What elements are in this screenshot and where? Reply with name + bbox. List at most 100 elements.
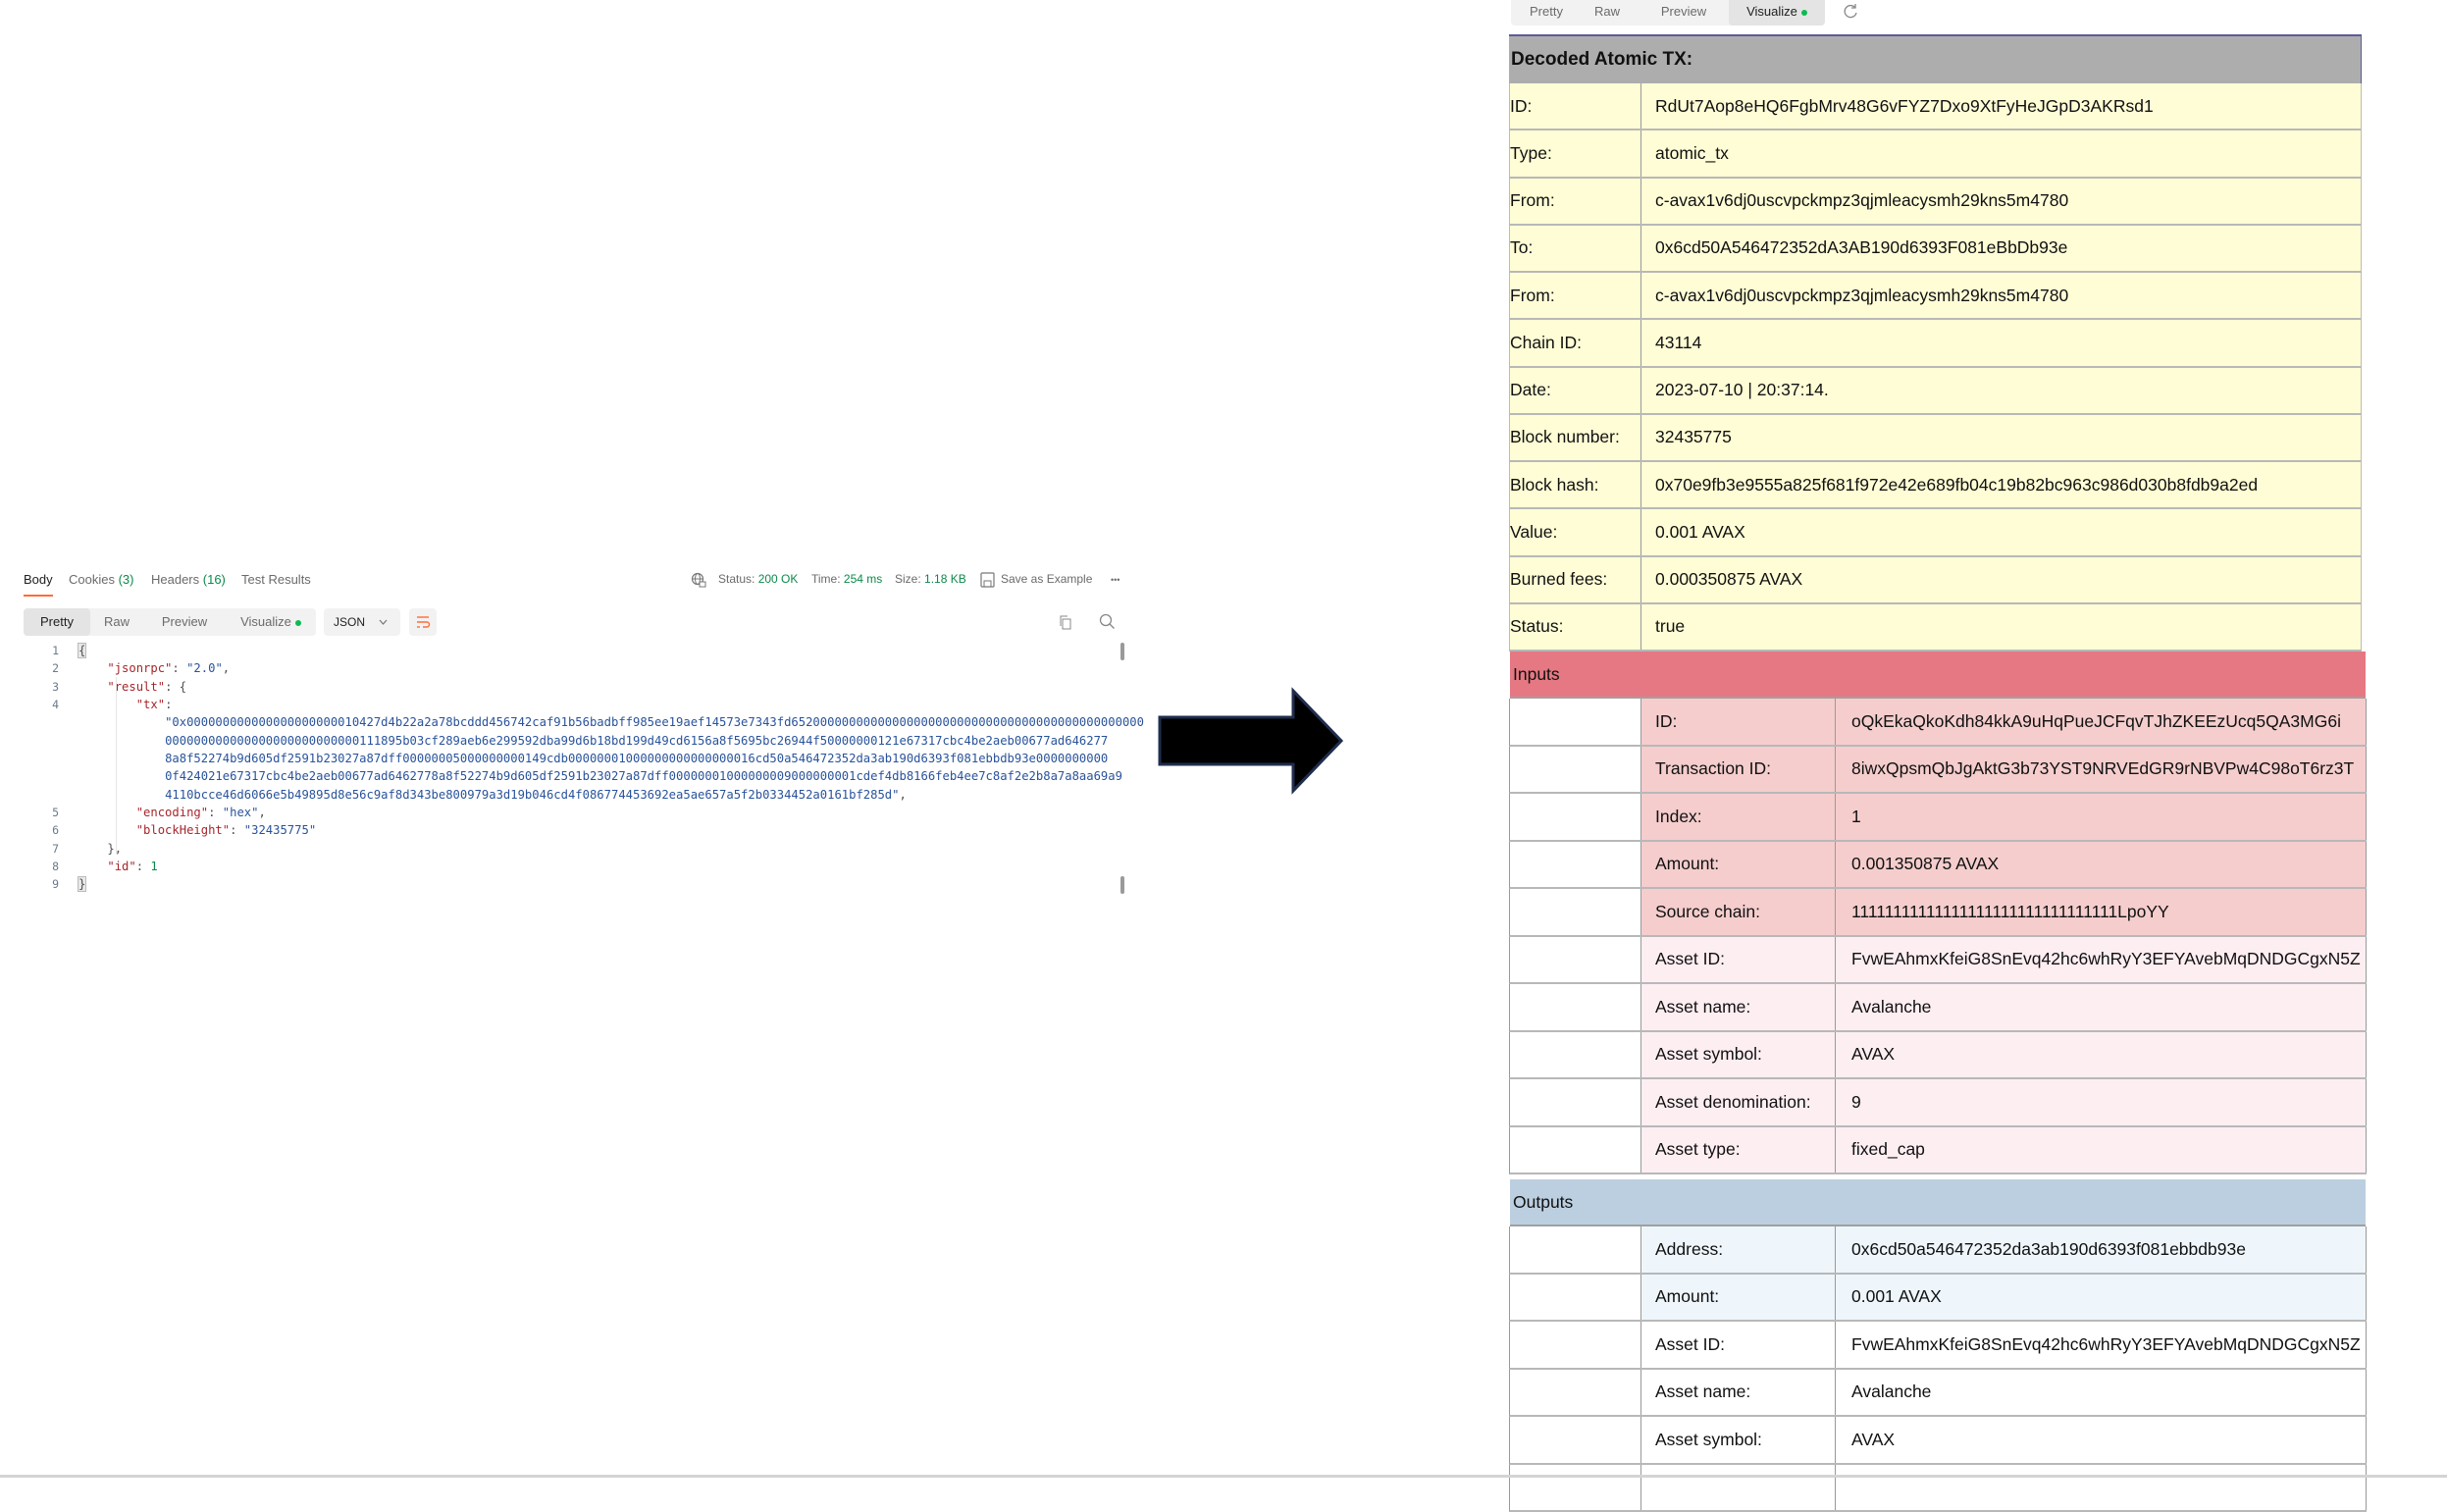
decoded-tx-table: Decoded Atomic TX: ID:RdUt7Aop8eHQ6FgbMr… xyxy=(1509,34,2362,83)
row-value-text: 8iwxQpsmQbJgAktG3b73YST9NRVEdGR9rNBVPw4C… xyxy=(1836,758,2354,779)
tab-raw[interactable]: Raw xyxy=(94,608,139,636)
code-token: , xyxy=(223,661,230,675)
inputs-row: ID:oQkEkaQkoKdh84kkA9uHqPueJCFqvTJhZKEEz… xyxy=(1509,699,2367,747)
tab-preview[interactable]: Preview xyxy=(1644,0,1723,26)
tab-cookies[interactable]: Cookies (3) xyxy=(69,572,133,587)
arrow-right-icon xyxy=(1158,687,1344,795)
indent-cell xyxy=(1510,1032,1641,1078)
info-row: Chain ID:43114 xyxy=(1509,320,2362,367)
row-value: c-avax1v6dj0uscvpckmpz3qjmleacysmh29kns5… xyxy=(1641,179,2361,224)
code-text: { xyxy=(78,642,85,659)
code-token: : { xyxy=(165,680,186,694)
indent-cell xyxy=(1510,1322,1641,1368)
row-value: Avalanche xyxy=(1836,984,2367,1030)
code-token: "hex" xyxy=(223,806,259,819)
indent-cell xyxy=(1510,1079,1641,1125)
code-token xyxy=(78,734,165,748)
code-token: 4110bcce46d6066e5b49895d8e56c9af8d343be8… xyxy=(165,788,899,802)
code-token: 8a8f52274b9d605df2591b23027a87dff0000000… xyxy=(165,752,1108,765)
panel-divider xyxy=(0,1475,2447,1478)
search-icon[interactable] xyxy=(1099,613,1116,630)
row-value-text: 0.001350875 AVAX xyxy=(1836,854,1999,874)
code-token xyxy=(78,698,136,711)
scrollbar-thumb[interactable] xyxy=(1120,643,1124,660)
row-label: Asset denomination: xyxy=(1641,1079,1836,1125)
code-text: "blockHeight": "32435775" xyxy=(78,821,316,839)
inputs-row: Index:1 xyxy=(1509,794,2367,842)
row-value: oQkEkaQkoKdh84kkA9uHqPueJCFqvTJhZKEEzUcq… xyxy=(1836,699,2367,745)
code-token: "32435775" xyxy=(244,823,316,837)
row-value-text: AVAX xyxy=(1836,1430,1895,1450)
line-number: 6 xyxy=(29,821,59,839)
row-value-text: Avalanche xyxy=(1836,1382,1931,1402)
format-select[interactable]: JSON xyxy=(324,608,400,636)
row-value: 1 xyxy=(1836,794,2367,840)
row-value-text: 1 xyxy=(1836,807,1861,827)
row-value: c-avax1v6dj0uscvpckmpz3qjmleacysmh29kns5… xyxy=(1641,273,2361,318)
code-text: "encoding": "hex", xyxy=(78,804,266,821)
tab-visualize[interactable]: Visualize xyxy=(1729,0,1825,26)
inputs-row: Amount: 0.001350875 AVAX xyxy=(1509,842,2367,890)
row-value: FvwEAhmxKfeiG8SnEvq42hc6whRyY3EFYAvebMqD… xyxy=(1836,937,2367,983)
tab-pretty[interactable]: Pretty xyxy=(1519,0,1574,26)
row-label: Asset name: xyxy=(1641,984,1836,1030)
row-value-text: 43114 xyxy=(1641,333,1701,353)
indent-cell xyxy=(1510,1465,1641,1511)
row-label: Burned fees: xyxy=(1510,557,1641,602)
inputs-header: Inputs xyxy=(1510,652,2366,699)
indent-cell xyxy=(1510,1275,1641,1321)
code-text: "0x000000000000000000000010427d4b22a2a78… xyxy=(78,713,1144,731)
row-label-text: Amount: xyxy=(1641,854,1719,874)
code-token: : xyxy=(165,698,172,711)
tab-preview[interactable]: Preview xyxy=(147,608,222,636)
row-value: AVAX xyxy=(1836,1417,2367,1463)
wrap-lines-button[interactable] xyxy=(409,608,437,636)
tab-test-results[interactable]: Test Results xyxy=(241,572,311,587)
active-dot xyxy=(1801,10,1807,16)
row-value: 32435775 xyxy=(1641,415,2361,460)
code-text: } xyxy=(78,875,85,893)
inputs-row: Asset type:fixed_cap xyxy=(1509,1127,2367,1175)
row-value-text: fixed_cap xyxy=(1836,1139,1925,1160)
code-text: "id": 1 xyxy=(78,858,158,875)
outputs-row xyxy=(1509,1465,2367,1512)
row-value: 0.000350875 AVAX xyxy=(1641,557,2361,602)
copy-icon[interactable] xyxy=(1058,614,1073,630)
scrollbar-thumb-bottom[interactable] xyxy=(1120,876,1124,894)
code-token: "blockHeight" xyxy=(136,823,230,837)
code-line: 2 "jsonrpc": "2.0", xyxy=(0,659,1128,677)
row-label-text: Block hash: xyxy=(1510,475,1598,495)
refresh-icon[interactable] xyxy=(1842,3,1859,21)
row-label: Chain ID: xyxy=(1510,320,1641,365)
tab-body[interactable]: Body xyxy=(24,572,53,587)
code-text: "result": { xyxy=(78,678,186,696)
active-dot xyxy=(295,620,301,626)
row-label-text: Asset name: xyxy=(1641,997,1750,1017)
inputs-row: Asset symbol:AVAX xyxy=(1509,1032,2367,1080)
row-value: true xyxy=(1641,604,2361,650)
tab-visualize[interactable]: Visualize xyxy=(230,608,312,636)
row-label: Asset name: xyxy=(1641,1370,1836,1416)
globe-lock-icon[interactable] xyxy=(691,572,706,588)
line-number: 3 xyxy=(29,678,59,696)
row-value: 0x6cd50a546472352da3ab190d6393f081ebbdb9… xyxy=(1836,1226,2367,1273)
row-label-text: Value: xyxy=(1510,522,1557,543)
tab-pretty[interactable]: Pretty xyxy=(24,608,90,636)
response-body-code[interactable]: 1{2 "jsonrpc": "2.0",3 "result": {4 "tx"… xyxy=(0,642,1128,894)
tab-raw[interactable]: Raw xyxy=(1586,0,1629,26)
code-line: 8 "id": 1 xyxy=(0,858,1128,875)
inputs-row: Asset name: Avalanche xyxy=(1509,984,2367,1032)
more-icon[interactable]: ••• xyxy=(1111,575,1119,585)
row-value-text: 11111111111111111111111111111111LpoYY xyxy=(1836,902,2169,922)
row-label: Asset symbol: xyxy=(1641,1032,1836,1078)
save-icon[interactable] xyxy=(980,572,995,588)
tab-headers[interactable]: Headers (16) xyxy=(151,572,226,587)
row-label-text: Burned fees: xyxy=(1510,569,1607,590)
save-as-example-button[interactable]: Save as Example xyxy=(1001,572,1092,586)
row-label: Index: xyxy=(1641,794,1836,840)
row-label: Status: xyxy=(1510,604,1641,650)
code-token xyxy=(78,823,136,837)
indent-guide xyxy=(116,677,117,854)
row-label-text: Asset name: xyxy=(1641,1382,1750,1402)
row-label: Value: xyxy=(1510,509,1641,554)
